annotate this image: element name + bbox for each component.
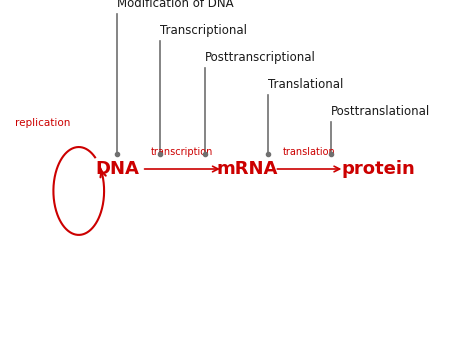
Text: protein: protein [341,160,415,178]
Text: translation: translation [283,147,336,157]
Text: Posttranscriptional: Posttranscriptional [205,51,315,64]
Text: DNA: DNA [95,160,139,178]
Text: Modification of DNA: Modification of DNA [117,0,234,10]
Text: mRNA: mRNA [217,160,278,178]
Text: Transcriptional: Transcriptional [160,24,247,37]
Text: Translational: Translational [268,78,343,91]
Text: transcription: transcription [151,147,213,157]
Text: replication: replication [15,118,71,128]
Text: Posttranslational: Posttranslational [331,105,430,118]
